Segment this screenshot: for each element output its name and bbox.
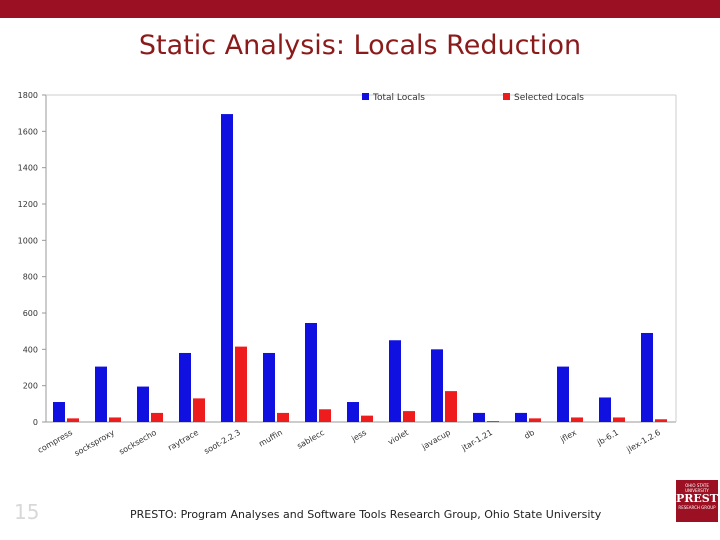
x-category-label: javacup	[420, 428, 452, 452]
bar-total	[389, 340, 401, 422]
y-tick-label: 400	[23, 345, 38, 354]
bar-total	[179, 352, 191, 422]
x-category-label: compress	[36, 428, 74, 455]
bar-total	[305, 322, 317, 422]
x-category-label: violet	[386, 428, 410, 447]
x-category-label: jb-6.1	[595, 428, 620, 448]
legend-label: Selected Locals	[514, 93, 584, 103]
bar-total	[641, 332, 653, 422]
bar-selected	[655, 419, 667, 422]
bar-total	[53, 402, 65, 422]
top-accent-bar	[0, 0, 720, 18]
x-category-label: sablecc	[295, 428, 326, 451]
bar-total	[221, 114, 233, 422]
bar-total	[431, 349, 443, 422]
legend-label: Total Locals	[372, 93, 425, 103]
x-category-label: raytrace	[166, 428, 200, 453]
bar-selected	[67, 418, 79, 422]
y-tick-label: 600	[23, 309, 38, 318]
y-tick-label: 200	[23, 382, 38, 391]
bar-selected	[235, 346, 247, 422]
bar-selected	[319, 409, 331, 422]
bar-total	[473, 412, 485, 422]
bar-selected	[361, 415, 373, 422]
bar-selected	[151, 412, 163, 422]
slide-title: Static Analysis: Locals Reduction	[138, 30, 582, 61]
x-category-label: socksecho	[118, 428, 159, 457]
presto-logo: OHIO STATE UNIVERSITY PRESTO RESEARCH GR…	[676, 480, 720, 522]
y-tick-label: 1400	[18, 164, 38, 173]
bar-selected	[403, 411, 415, 422]
bar-chart: 0 200 400 600 800 1000 1200 1400 1600 1800 compres…	[18, 91, 677, 458]
y-tick-label: 0	[33, 418, 38, 427]
bar-total	[95, 366, 107, 422]
y-tick-label: 1800	[18, 91, 38, 100]
x-category-label: muffin	[257, 428, 284, 449]
logo-line-3: RESEARCH GROUP	[678, 505, 716, 510]
bar-total	[599, 397, 611, 422]
bar-selected	[445, 391, 457, 422]
bar-selected	[487, 421, 499, 422]
x-category-label: socksproxy	[73, 428, 116, 458]
x-category-label: jflex	[558, 428, 578, 445]
x-category-label: jess	[349, 428, 368, 444]
bar-total	[515, 412, 527, 422]
x-category-label: db	[523, 428, 536, 441]
legend-swatch	[362, 93, 369, 100]
y-tick-label: 1600	[18, 127, 38, 136]
y-tick-label: 800	[23, 273, 38, 282]
y-tick-label: 1200	[18, 200, 38, 209]
bar-total	[347, 402, 359, 422]
bar-selected	[529, 418, 541, 422]
bar-total	[263, 352, 275, 422]
x-category-label: soot-2.2.3	[203, 428, 242, 456]
footer-text: PRESTO: Program Analyses and Software To…	[130, 508, 602, 521]
logo-line-1: OHIO STATE UNIVERSITY	[685, 483, 709, 493]
bar-total	[137, 386, 149, 422]
bar-selected	[193, 398, 205, 422]
legend-swatch	[503, 93, 510, 100]
bar-selected	[571, 417, 583, 422]
bar-selected	[277, 412, 289, 422]
page-number: 15	[14, 500, 40, 524]
x-category-label: jlex-1.2.6	[624, 428, 662, 455]
y-tick-label: 1000	[18, 236, 38, 245]
logo-line-2: PRESTO	[676, 492, 720, 505]
bar-selected	[613, 417, 625, 422]
bar-total	[557, 366, 569, 422]
bar-selected	[109, 417, 121, 422]
x-category-label: jtar-1.21	[459, 428, 494, 453]
